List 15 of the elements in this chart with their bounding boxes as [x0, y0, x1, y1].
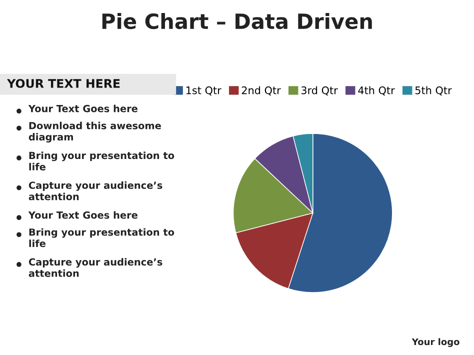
- legend-label: 4th Qtr: [358, 86, 395, 96]
- legend-label: 2nd Qtr: [242, 86, 281, 96]
- legend-label: 5th Qtr: [415, 86, 452, 96]
- text: YOUR TEXT HERE: [6, 78, 120, 88]
- legend-label: 3rd Qtr: [301, 86, 338, 96]
- text: Bring your presentation to life: [29, 228, 174, 248]
- legend-label: 1st Qtr: [186, 86, 222, 96]
- text: Bring your presentation to life: [29, 152, 174, 170]
- chart-title: Pie Chart – Data Driven: [102, 12, 372, 30]
- text: Capture your audience’s attention: [28, 258, 162, 277]
- text: Your logo: [412, 338, 460, 347]
- text: Download this awesome diagram: [28, 122, 161, 143]
- text: Capture your audience’s attention: [28, 181, 162, 200]
- text: Your Text Goes here: [28, 211, 138, 219]
- text: Your Text Goes here: [28, 104, 138, 112]
